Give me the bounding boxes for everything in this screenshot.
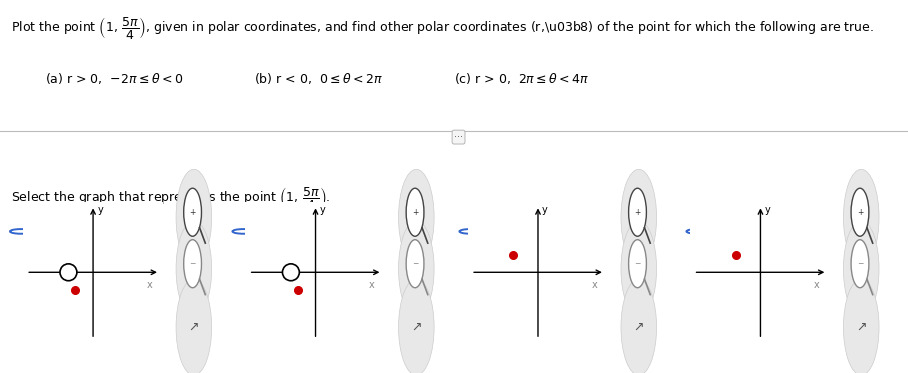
Text: y: y (97, 206, 103, 215)
Text: x: x (146, 280, 153, 290)
Circle shape (183, 240, 202, 288)
Text: y: y (320, 206, 325, 215)
Circle shape (10, 229, 32, 234)
Circle shape (844, 279, 879, 373)
Text: −: − (857, 259, 864, 268)
Text: +: + (190, 208, 196, 217)
Circle shape (621, 279, 656, 373)
Text: x: x (591, 280, 597, 290)
Text: ↗: ↗ (189, 321, 199, 334)
Text: −: − (190, 259, 196, 268)
Circle shape (176, 169, 212, 266)
Text: +: + (412, 208, 419, 217)
Circle shape (628, 188, 646, 236)
Text: +: + (635, 208, 641, 217)
Text: ↗: ↗ (411, 321, 421, 334)
Text: −: − (412, 259, 419, 268)
Text: ↗: ↗ (634, 321, 644, 334)
Text: y: y (765, 206, 770, 215)
Circle shape (406, 240, 424, 288)
Circle shape (282, 264, 300, 281)
Circle shape (459, 229, 481, 234)
Text: ···: ··· (454, 132, 463, 142)
Circle shape (399, 279, 434, 373)
Text: Plot the point $\left(1,\,\dfrac{5\pi}{4}\right)$, given in polar coordinates, a: Plot the point $\left(1,\,\dfrac{5\pi}{4… (11, 15, 874, 41)
Circle shape (628, 240, 646, 288)
Text: (c) r > 0,  $2\pi \leq \theta < 4\pi$: (c) r > 0, $2\pi \leq \theta < 4\pi$ (454, 71, 589, 86)
Text: x: x (814, 280, 820, 290)
Text: D.: D. (713, 225, 726, 238)
Circle shape (232, 229, 254, 234)
Text: C.: C. (486, 225, 498, 238)
Circle shape (851, 188, 869, 236)
Circle shape (176, 279, 212, 373)
Circle shape (406, 188, 424, 236)
Circle shape (176, 221, 212, 317)
Circle shape (183, 188, 202, 236)
Text: (a) r > 0,  $-2\pi \leq \theta < 0$: (a) r > 0, $-2\pi \leq \theta < 0$ (45, 71, 183, 86)
Text: −: − (635, 259, 641, 268)
Circle shape (399, 169, 434, 266)
Text: ↗: ↗ (856, 321, 866, 334)
Circle shape (691, 230, 704, 233)
Text: +: + (857, 208, 864, 217)
Circle shape (621, 221, 656, 317)
Text: A.: A. (36, 225, 48, 238)
Circle shape (621, 169, 656, 266)
Circle shape (60, 264, 77, 281)
Circle shape (399, 221, 434, 317)
Text: x: x (369, 280, 375, 290)
Circle shape (686, 229, 708, 234)
Text: (b) r < 0,  $0 \leq \theta < 2\pi$: (b) r < 0, $0 \leq \theta < 2\pi$ (254, 71, 383, 86)
Text: Select the graph that represents the point $\left(1,\,\dfrac{5\pi}{4}\right)$.: Select the graph that represents the poi… (11, 185, 331, 211)
Text: y: y (542, 206, 548, 215)
Circle shape (844, 169, 879, 266)
Circle shape (851, 240, 869, 288)
Text: B.: B. (259, 225, 271, 238)
Circle shape (844, 221, 879, 317)
